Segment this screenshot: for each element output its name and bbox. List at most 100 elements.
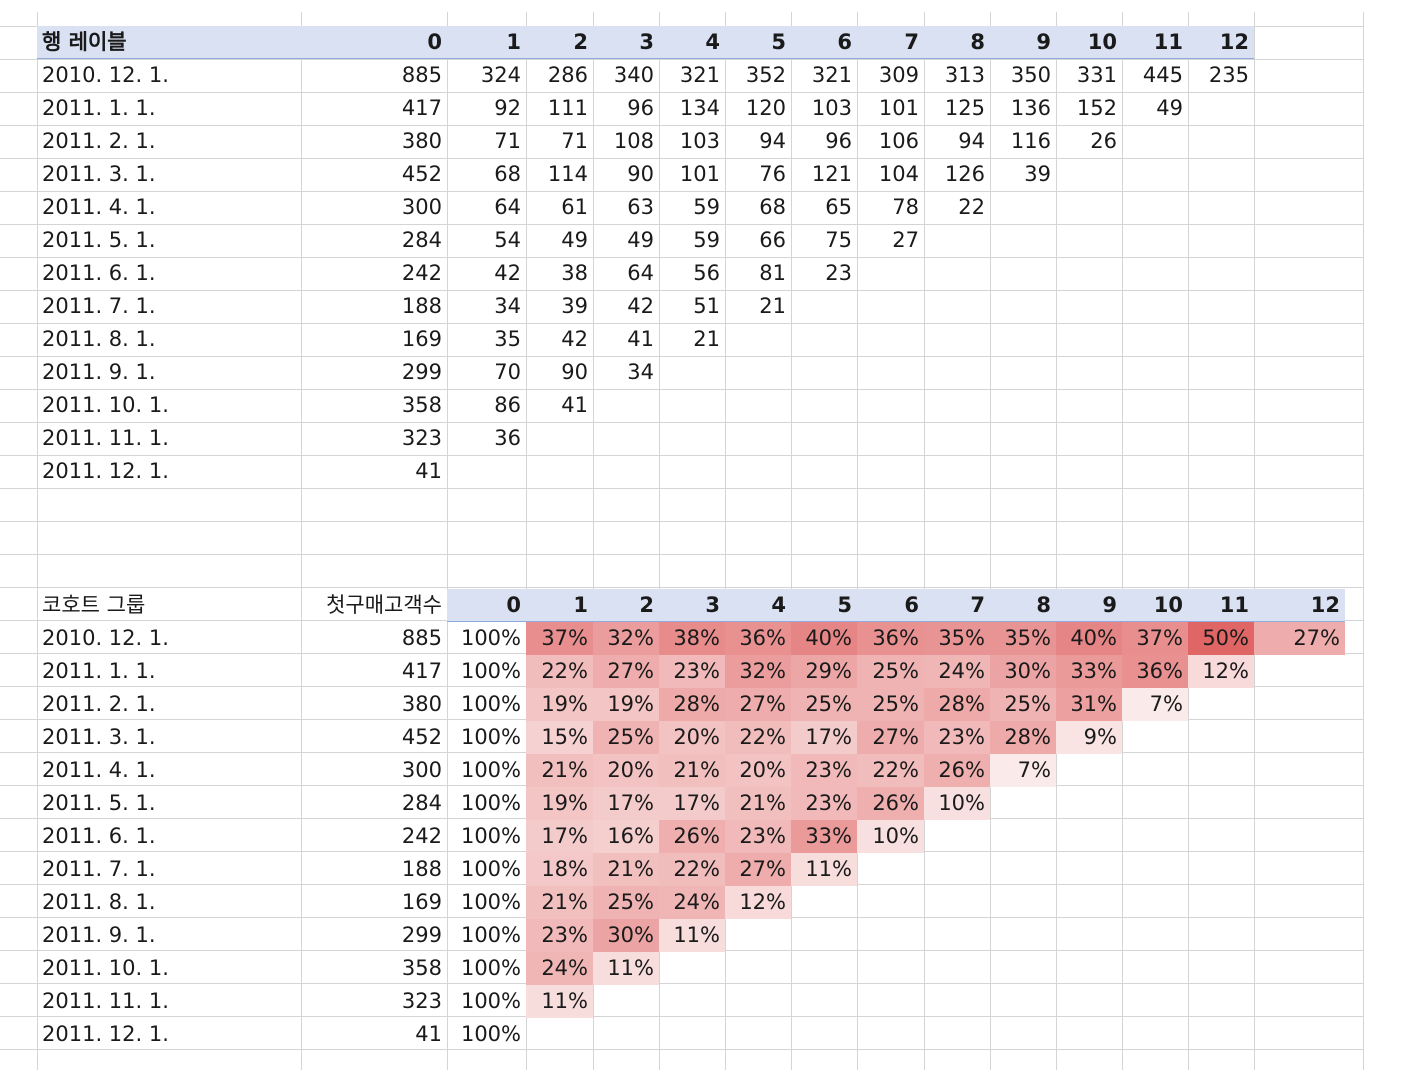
- pivot-value-cell[interactable]: 21: [693, 327, 720, 351]
- pivot-value-cell[interactable]: 242: [401, 261, 442, 285]
- pivot-value-cell[interactable]: 114: [547, 162, 588, 186]
- pivot-value-cell[interactable]: 71: [494, 129, 521, 153]
- pivot-value-cell[interactable]: 417: [401, 96, 442, 120]
- cohort-row-label[interactable]: 2011. 1. 1.: [42, 659, 156, 683]
- pivot-row-label[interactable]: 2011. 7. 1.: [42, 294, 156, 318]
- pivot-value-cell[interactable]: 108: [613, 129, 654, 153]
- pivot-value-cell[interactable]: 96: [627, 96, 654, 120]
- pivot-value-cell[interactable]: 41: [415, 459, 442, 483]
- retention-pct-cell[interactable]: 11%: [673, 923, 720, 947]
- pivot-value-cell[interactable]: 121: [811, 162, 852, 186]
- retention-pct-cell[interactable]: 17%: [805, 725, 852, 749]
- pivot-value-cell[interactable]: 324: [480, 63, 521, 87]
- retention-pct-cell[interactable]: 26%: [673, 824, 720, 848]
- retention-column-header[interactable]: 5: [837, 593, 852, 617]
- retention-pct-cell[interactable]: 12%: [739, 890, 786, 914]
- pivot-value-cell[interactable]: 284: [401, 228, 442, 252]
- first-customers-cell[interactable]: 380: [401, 692, 442, 716]
- retention-pct-cell[interactable]: 27%: [739, 692, 786, 716]
- retention-pct-cell[interactable]: 50%: [1202, 626, 1249, 650]
- pivot-row-label[interactable]: 2011. 3. 1.: [42, 162, 156, 186]
- cohort-row-label[interactable]: 2011. 2. 1.: [42, 692, 156, 716]
- cohort-row-label[interactable]: 2011. 11. 1.: [42, 989, 169, 1013]
- retention-pct-cell[interactable]: 40%: [1070, 626, 1117, 650]
- pivot-value-cell[interactable]: 54: [494, 228, 521, 252]
- pivot-value-cell[interactable]: 101: [679, 162, 720, 186]
- retention-pct-cell[interactable]: 100%: [460, 659, 521, 683]
- retention-pct-cell[interactable]: 19%: [541, 791, 588, 815]
- pivot-value-cell[interactable]: 23: [825, 261, 852, 285]
- retention-column-header[interactable]: 4: [771, 593, 786, 617]
- pivot-value-cell[interactable]: 104: [878, 162, 919, 186]
- retention-pct-cell[interactable]: 32%: [739, 659, 786, 683]
- pivot-value-cell[interactable]: 452: [401, 162, 442, 186]
- pivot-value-cell[interactable]: 380: [401, 129, 442, 153]
- pivot-value-cell[interactable]: 38: [561, 261, 588, 285]
- retention-pct-cell[interactable]: 100%: [460, 956, 521, 980]
- pivot-column-header[interactable]: 7: [904, 30, 919, 54]
- retention-pct-cell[interactable]: 35%: [938, 626, 985, 650]
- retention-pct-cell[interactable]: 22%: [739, 725, 786, 749]
- pivot-value-cell[interactable]: 61: [561, 195, 588, 219]
- pivot-value-cell[interactable]: 70: [494, 360, 521, 384]
- retention-column-header[interactable]: 1: [573, 593, 588, 617]
- first-customers-cell[interactable]: 188: [401, 857, 442, 881]
- retention-column-header[interactable]: 7: [970, 593, 985, 617]
- pivot-value-cell[interactable]: 42: [627, 294, 654, 318]
- retention-pct-cell[interactable]: 100%: [460, 758, 521, 782]
- pivot-value-cell[interactable]: 22: [958, 195, 985, 219]
- pivot-value-cell[interactable]: 96: [825, 129, 852, 153]
- pivot-value-cell[interactable]: 21: [759, 294, 786, 318]
- pivot-column-header[interactable]: 10: [1087, 30, 1117, 54]
- retention-pct-cell[interactable]: 25%: [872, 659, 919, 683]
- pivot-value-cell[interactable]: 59: [693, 195, 720, 219]
- retention-pct-cell[interactable]: 26%: [938, 758, 985, 782]
- retention-pct-cell[interactable]: 100%: [460, 857, 521, 881]
- pivot-value-cell[interactable]: 90: [627, 162, 654, 186]
- pivot-value-cell[interactable]: 445: [1142, 63, 1183, 87]
- pivot-value-cell[interactable]: 106: [878, 129, 919, 153]
- first-customers-header[interactable]: 첫구매고객수: [326, 593, 442, 617]
- pivot-value-cell[interactable]: 42: [494, 261, 521, 285]
- retention-pct-cell[interactable]: 10%: [872, 824, 919, 848]
- pivot-row-label[interactable]: 2010. 12. 1.: [42, 63, 169, 87]
- retention-pct-cell[interactable]: 21%: [541, 758, 588, 782]
- pivot-value-cell[interactable]: 350: [1010, 63, 1051, 87]
- retention-pct-cell[interactable]: 25%: [607, 890, 654, 914]
- retention-pct-cell[interactable]: 23%: [805, 758, 852, 782]
- pivot-value-cell[interactable]: 94: [759, 129, 786, 153]
- retention-pct-cell[interactable]: 20%: [673, 725, 720, 749]
- first-customers-cell[interactable]: 169: [401, 890, 442, 914]
- retention-column-header[interactable]: 10: [1153, 593, 1183, 617]
- retention-column-header[interactable]: 0: [506, 593, 521, 617]
- pivot-value-cell[interactable]: 42: [561, 327, 588, 351]
- pivot-value-cell[interactable]: 169: [401, 327, 442, 351]
- retention-pct-cell[interactable]: 27%: [739, 857, 786, 881]
- retention-pct-cell[interactable]: 21%: [673, 758, 720, 782]
- pivot-value-cell[interactable]: 39: [1024, 162, 1051, 186]
- retention-column-header[interactable]: 2: [639, 593, 654, 617]
- cohort-row-label[interactable]: 2011. 9. 1.: [42, 923, 156, 947]
- pivot-value-cell[interactable]: 188: [401, 294, 442, 318]
- retention-pct-cell[interactable]: 36%: [1136, 659, 1183, 683]
- retention-pct-cell[interactable]: 24%: [938, 659, 985, 683]
- retention-pct-cell[interactable]: 22%: [872, 758, 919, 782]
- pivot-column-header[interactable]: 0: [427, 30, 442, 54]
- pivot-value-cell[interactable]: 90: [561, 360, 588, 384]
- cohort-row-label[interactable]: 2011. 10. 1.: [42, 956, 169, 980]
- pivot-column-header[interactable]: 3: [639, 30, 654, 54]
- pivot-row-label[interactable]: 2011. 10. 1.: [42, 393, 169, 417]
- retention-pct-cell[interactable]: 23%: [541, 923, 588, 947]
- retention-pct-cell[interactable]: 23%: [739, 824, 786, 848]
- pivot-value-cell[interactable]: 235: [1208, 63, 1249, 87]
- pivot-column-header[interactable]: 6: [837, 30, 852, 54]
- pivot-value-cell[interactable]: 41: [561, 393, 588, 417]
- retention-pct-cell[interactable]: 28%: [1004, 725, 1051, 749]
- first-customers-cell[interactable]: 242: [401, 824, 442, 848]
- retention-pct-cell[interactable]: 100%: [460, 791, 521, 815]
- retention-pct-cell[interactable]: 33%: [805, 824, 852, 848]
- pivot-value-cell[interactable]: 51: [693, 294, 720, 318]
- pivot-row-label[interactable]: 2011. 1. 1.: [42, 96, 156, 120]
- pivot-row-label[interactable]: 2011. 5. 1.: [42, 228, 156, 252]
- retention-pct-cell[interactable]: 100%: [460, 824, 521, 848]
